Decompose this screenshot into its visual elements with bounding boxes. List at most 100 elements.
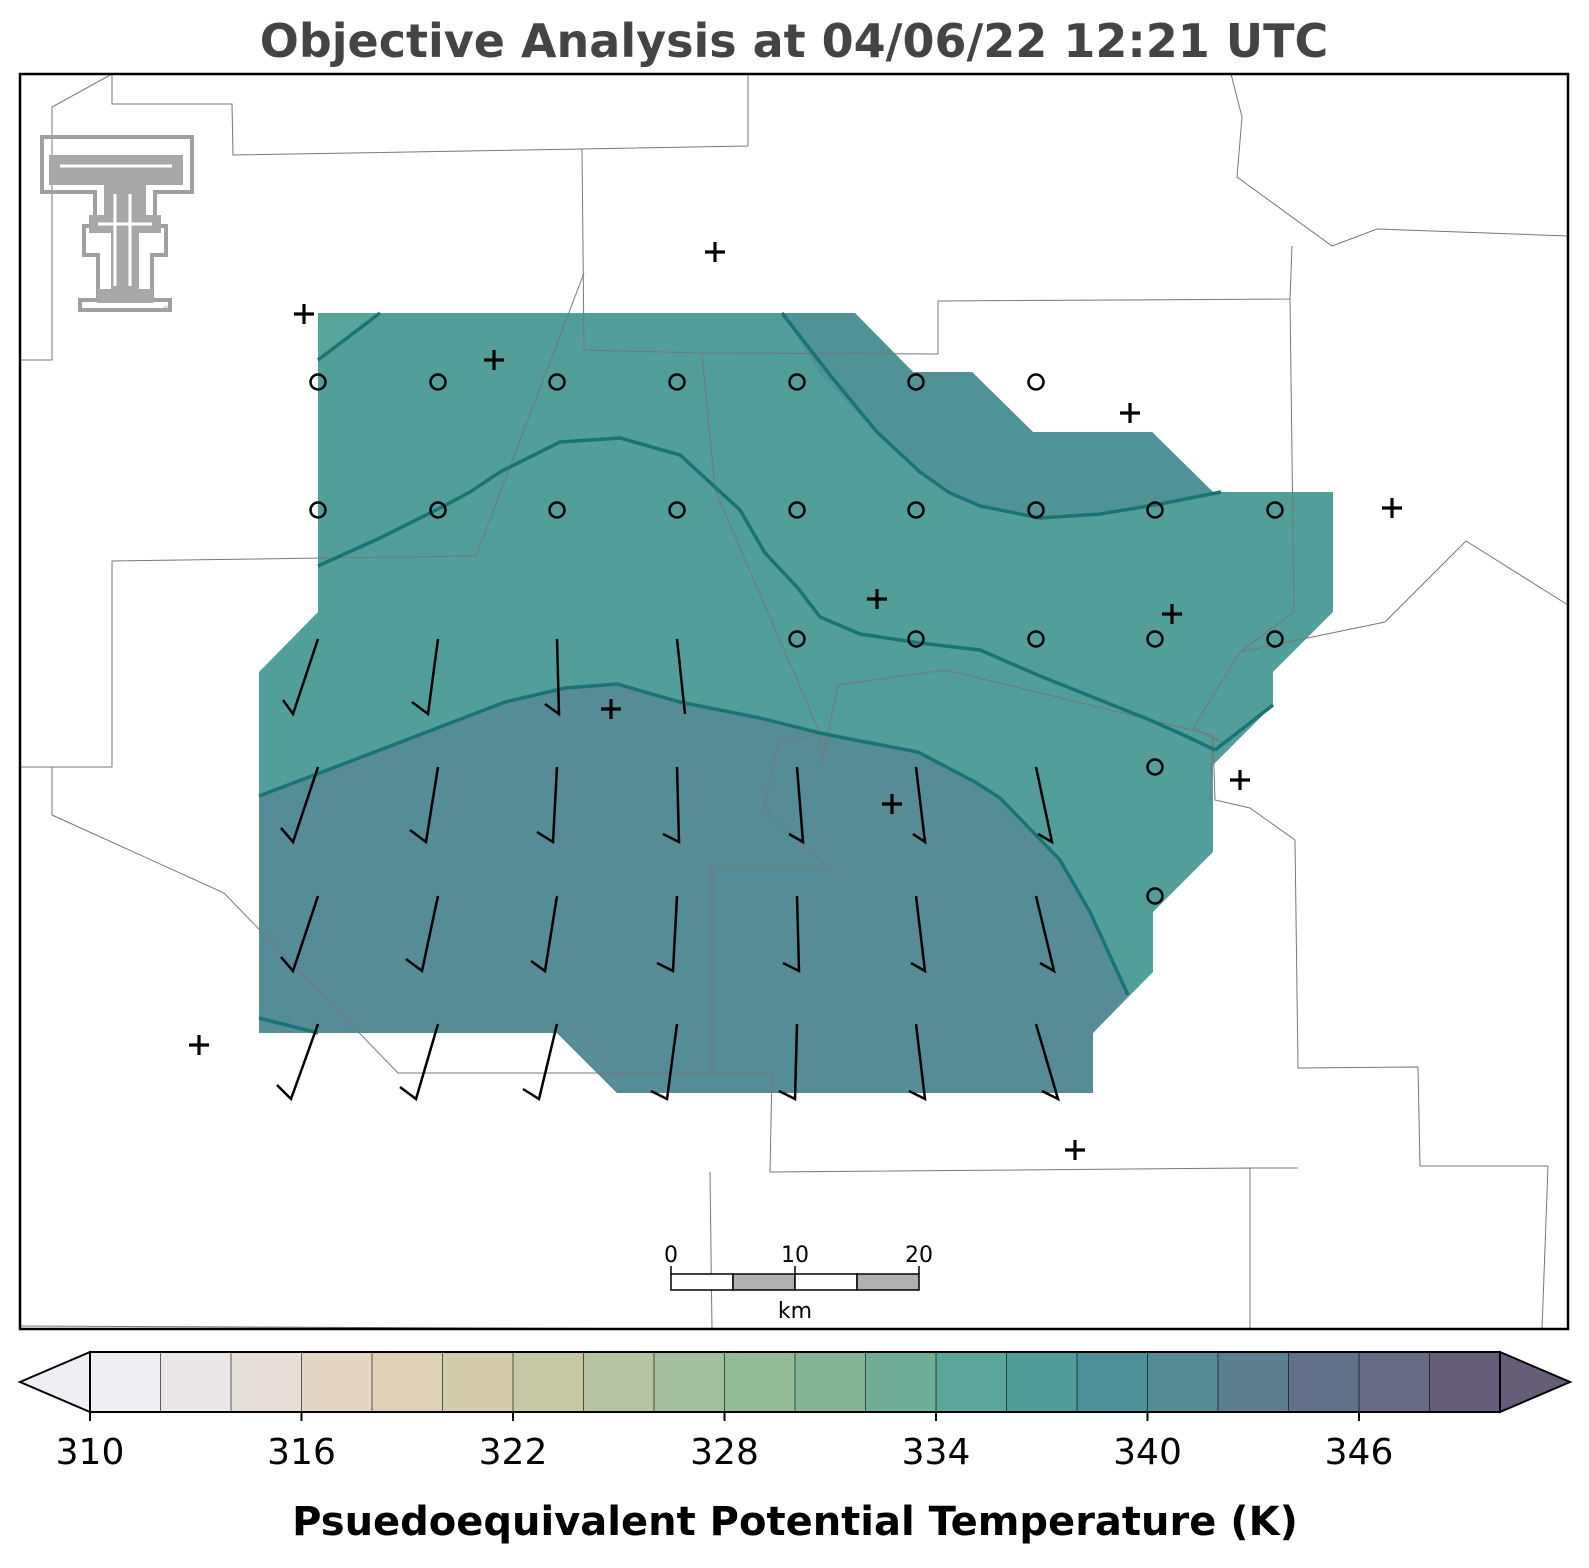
scale-bar: 0 10 20 km: [664, 1243, 933, 1324]
station-marker: [601, 699, 621, 719]
station-marker: [705, 242, 725, 262]
wind-barb: [788, 766, 805, 845]
colorbar-tick-label: 316: [267, 1432, 336, 1473]
wind-barb: [280, 895, 320, 974]
station-marker: [867, 589, 887, 609]
wind-barbs: [276, 638, 1061, 1102]
colorbar-bin: [230, 1351, 303, 1413]
station-marker: [294, 304, 314, 324]
calm-wind-marker: [788, 501, 806, 519]
wind-barb: [411, 638, 440, 717]
station-marker: [1162, 604, 1182, 624]
colorbar-bin: [1358, 1351, 1431, 1413]
wind-barb: [280, 766, 320, 845]
contour-line: [780, 311, 1222, 520]
colorbar-bin: [1076, 1351, 1149, 1413]
colorbar-bin: [442, 1351, 514, 1413]
registered-mark: ®: [162, 305, 170, 314]
scale-unit: km: [778, 1299, 812, 1324]
colorbar-tick-label: 328: [690, 1432, 759, 1473]
colorbar-bin: [724, 1351, 796, 1413]
contour-line: [258, 1016, 319, 1035]
station-marker: [1382, 498, 1402, 518]
contour-line: [258, 682, 1130, 996]
calm-wind-marker: [429, 373, 447, 391]
colorbar-bin: [1147, 1351, 1219, 1413]
colorbar-bin: [865, 1351, 937, 1413]
colorbar-extend-low: [17, 1350, 91, 1414]
station-marker: [882, 794, 902, 814]
colorbar-outline: [89, 1351, 1501, 1413]
calm-wind-marker: [1146, 758, 1164, 776]
calm-wind-marker: [309, 373, 327, 391]
map-panel: ® 0 10 20 km: [18, 72, 1570, 1331]
wind-barb: [782, 895, 801, 974]
wind-barb: [1034, 895, 1056, 974]
colorbar-bin: [160, 1351, 232, 1413]
calm-wind-marker: [548, 373, 566, 391]
station-marker: [484, 350, 504, 370]
colorbar-label: Psuedoequivalent Potential Temperature (…: [292, 1499, 1298, 1545]
wind-barb: [778, 1023, 799, 1101]
calm-wind-marker: [1027, 501, 1045, 519]
wind-barb: [910, 895, 927, 974]
wind-barb: [912, 766, 927, 845]
wind-barb: [276, 1023, 320, 1102]
theta-e-field: [259, 313, 1333, 1093]
scale-label-20: 20: [905, 1243, 933, 1268]
station-marker: [189, 1035, 209, 1055]
wind-barb: [544, 638, 561, 717]
map-border: [18, 72, 1570, 1331]
colorbar-extend-high: [1499, 1350, 1573, 1414]
contour-line: [317, 436, 1216, 752]
field-region-warm: [782, 313, 1213, 518]
wind-barb: [908, 1023, 927, 1102]
county-borders: [19, 73, 1569, 1330]
wind-barb: [405, 895, 440, 974]
colorbar-bin: [1217, 1351, 1290, 1413]
wind-barb: [409, 766, 440, 845]
scale-ticks: [670, 1266, 920, 1274]
colorbar-bin: [653, 1351, 726, 1413]
wind-barb: [650, 1023, 679, 1101]
scale-label-10: 10: [781, 1243, 809, 1268]
calm-wind-marker: [668, 373, 686, 391]
field-region-warmest: [259, 684, 1128, 1093]
colorbar-bin: [1006, 1351, 1078, 1413]
calm-wind-marker: [1266, 501, 1284, 519]
colorbar-ticks: 310 316 322 328 334 340 346: [56, 1412, 1394, 1473]
wind-barb: [536, 766, 559, 845]
station-marker: [1230, 770, 1250, 790]
station-marker: [1065, 1140, 1085, 1160]
colorbar-tick-label: 340: [1113, 1432, 1182, 1473]
wind-barb: [399, 1023, 440, 1102]
colorbar-bin: [1429, 1351, 1501, 1413]
colorbar-tick-label: 322: [479, 1432, 548, 1473]
scale-segment: [732, 1273, 796, 1291]
calm-wind-markers: [309, 373, 1284, 905]
wind-barb: [281, 638, 320, 717]
colorbar-bin: [89, 1351, 162, 1413]
scale-segment: [794, 1273, 858, 1291]
station-markers: [189, 242, 1402, 1160]
double-t-highlight: [60, 164, 172, 286]
wind-barb: [1034, 1023, 1061, 1102]
colorbar-bins: [89, 1351, 1501, 1413]
calm-wind-marker: [1266, 630, 1284, 648]
scale-label-0: 0: [664, 1243, 678, 1268]
calm-wind-marker: [1027, 630, 1045, 648]
colorbar-bin: [371, 1351, 444, 1413]
station-marker: [1120, 403, 1140, 423]
texas-tech-logo: ®: [40, 135, 194, 314]
contour-lines: [258, 311, 1275, 1035]
calm-wind-marker: [1146, 887, 1164, 905]
calm-wind-marker: [907, 373, 925, 391]
colorbar-tick-label: 346: [1325, 1432, 1394, 1473]
scale-segment: [856, 1273, 920, 1291]
colorbar-tick-label: 310: [56, 1432, 125, 1473]
calm-wind-marker: [668, 501, 686, 519]
wind-barb: [662, 766, 681, 845]
wind-barb: [1034, 766, 1054, 845]
colorbar-bin: [794, 1351, 867, 1413]
